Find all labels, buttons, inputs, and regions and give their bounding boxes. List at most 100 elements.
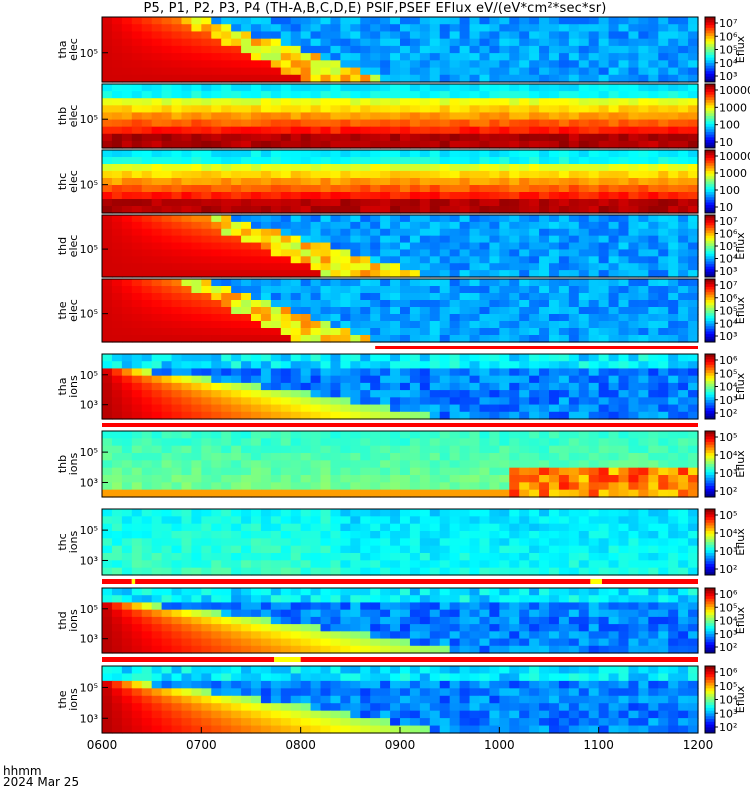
heatmap-cell — [588, 404, 600, 413]
heatmap-cell — [241, 199, 252, 207]
heatmap-cell — [568, 375, 580, 384]
heatmap-cell — [568, 221, 580, 230]
heatmap-cell — [549, 397, 560, 406]
panel-label-line: ions — [67, 452, 80, 475]
heatmap-cell — [121, 256, 133, 264]
heatmap-cell — [380, 523, 391, 532]
heatmap-cell — [201, 178, 212, 186]
heatmap-cell — [489, 531, 500, 539]
heatmap-cell — [251, 263, 262, 271]
heatmap-cell — [360, 567, 371, 576]
heatmap-cell — [360, 263, 371, 271]
heatmap-cell — [270, 553, 282, 561]
heatmap-cell — [429, 460, 441, 469]
heatmap-cell — [489, 98, 500, 106]
heatmap-cell — [439, 24, 451, 33]
heatmap-cell — [340, 390, 351, 398]
heatmap-cell — [479, 431, 490, 439]
heatmap-cell — [608, 397, 620, 406]
heatmap-cell — [509, 445, 520, 454]
heatmap-cell — [121, 119, 133, 128]
heatmap-cell — [598, 475, 610, 483]
heatmap-cell — [260, 60, 272, 69]
heatmap-cell — [439, 263, 451, 271]
heatmap-cell — [439, 431, 451, 439]
heatmap-cell — [380, 293, 391, 301]
heatmap-cell — [439, 206, 451, 214]
heatmap-cell — [280, 67, 292, 76]
heatmap-cell — [131, 84, 143, 92]
heatmap-cell — [429, 545, 441, 554]
heatmap-cell — [171, 53, 183, 61]
heatmap-cell — [221, 361, 232, 370]
heatmap-cell — [310, 105, 322, 114]
heatmap-cell — [439, 560, 451, 569]
heatmap-cell — [121, 445, 133, 454]
heatmap-cell — [509, 354, 520, 362]
heatmap-cell — [201, 467, 212, 476]
heatmap-cell — [191, 185, 202, 193]
colorbar-step — [705, 480, 715, 484]
heatmap-cell — [648, 545, 659, 554]
heatmap-cell — [310, 171, 322, 179]
heatmap-cell — [131, 242, 143, 251]
colorbar-tick-label: 10⁷ — [719, 279, 737, 292]
heatmap-cell — [668, 553, 679, 561]
heatmap-cell — [181, 67, 192, 76]
heatmap-cell — [280, 335, 292, 343]
heatmap-cell — [370, 215, 381, 223]
heatmap-cell — [549, 126, 560, 135]
heatmap-cell — [171, 545, 183, 554]
heatmap-cell — [201, 567, 212, 576]
heatmap-cell — [668, 17, 679, 25]
heatmap-cell — [568, 279, 580, 287]
heatmap-cell — [529, 397, 540, 406]
heatmap-cell — [161, 38, 173, 47]
heatmap-cell — [429, 553, 441, 561]
heatmap-cell — [221, 60, 232, 69]
heatmap-cell — [688, 112, 699, 121]
heatmap-cell — [618, 140, 630, 149]
heatmap-cell — [260, 595, 272, 604]
heatmap-cell — [608, 45, 620, 54]
heatmap-cell — [668, 361, 679, 370]
heatmap-cell — [280, 538, 292, 547]
heatmap-cell — [688, 368, 699, 377]
heatmap-cell — [131, 545, 143, 554]
heatmap-cell — [608, 140, 620, 149]
heatmap-cell — [489, 354, 500, 362]
heatmap-cell — [608, 150, 620, 158]
heatmap-cell — [638, 382, 649, 391]
heatmap-cell — [370, 354, 381, 362]
heatmap-cell — [171, 314, 183, 322]
heatmap-cell — [648, 185, 659, 193]
colorbar-step — [705, 323, 715, 327]
heatmap-cell — [141, 17, 153, 25]
heatmap-cell — [310, 157, 322, 165]
heatmap-cell — [350, 482, 361, 491]
heatmap-cell — [171, 404, 183, 413]
heatmap-cell — [290, 509, 302, 517]
heatmap-cell — [688, 545, 699, 554]
heatmap-cell — [678, 595, 689, 604]
heatmap-cell — [598, 140, 610, 149]
heatmap-cell — [628, 588, 639, 596]
heatmap-cell — [121, 361, 133, 370]
heatmap-cell — [400, 150, 411, 158]
heatmap-cell — [618, 256, 630, 264]
heatmap-cell — [519, 105, 530, 114]
heatmap-cell — [151, 150, 163, 158]
heatmap-cell — [688, 24, 699, 33]
heatmap-cell — [360, 314, 371, 322]
heatmap-cell — [648, 67, 659, 76]
heatmap-cell — [489, 538, 500, 547]
heatmap-cell — [519, 354, 530, 362]
heatmap-cell — [251, 31, 262, 40]
heatmap-cell — [400, 609, 411, 618]
heatmap-cell — [608, 228, 620, 237]
heatmap-cell — [191, 375, 202, 384]
heatmap-cell — [141, 150, 153, 158]
heatmap-cell — [191, 602, 202, 611]
heatmap-cell — [588, 509, 600, 517]
heatmap-cell — [151, 354, 163, 362]
